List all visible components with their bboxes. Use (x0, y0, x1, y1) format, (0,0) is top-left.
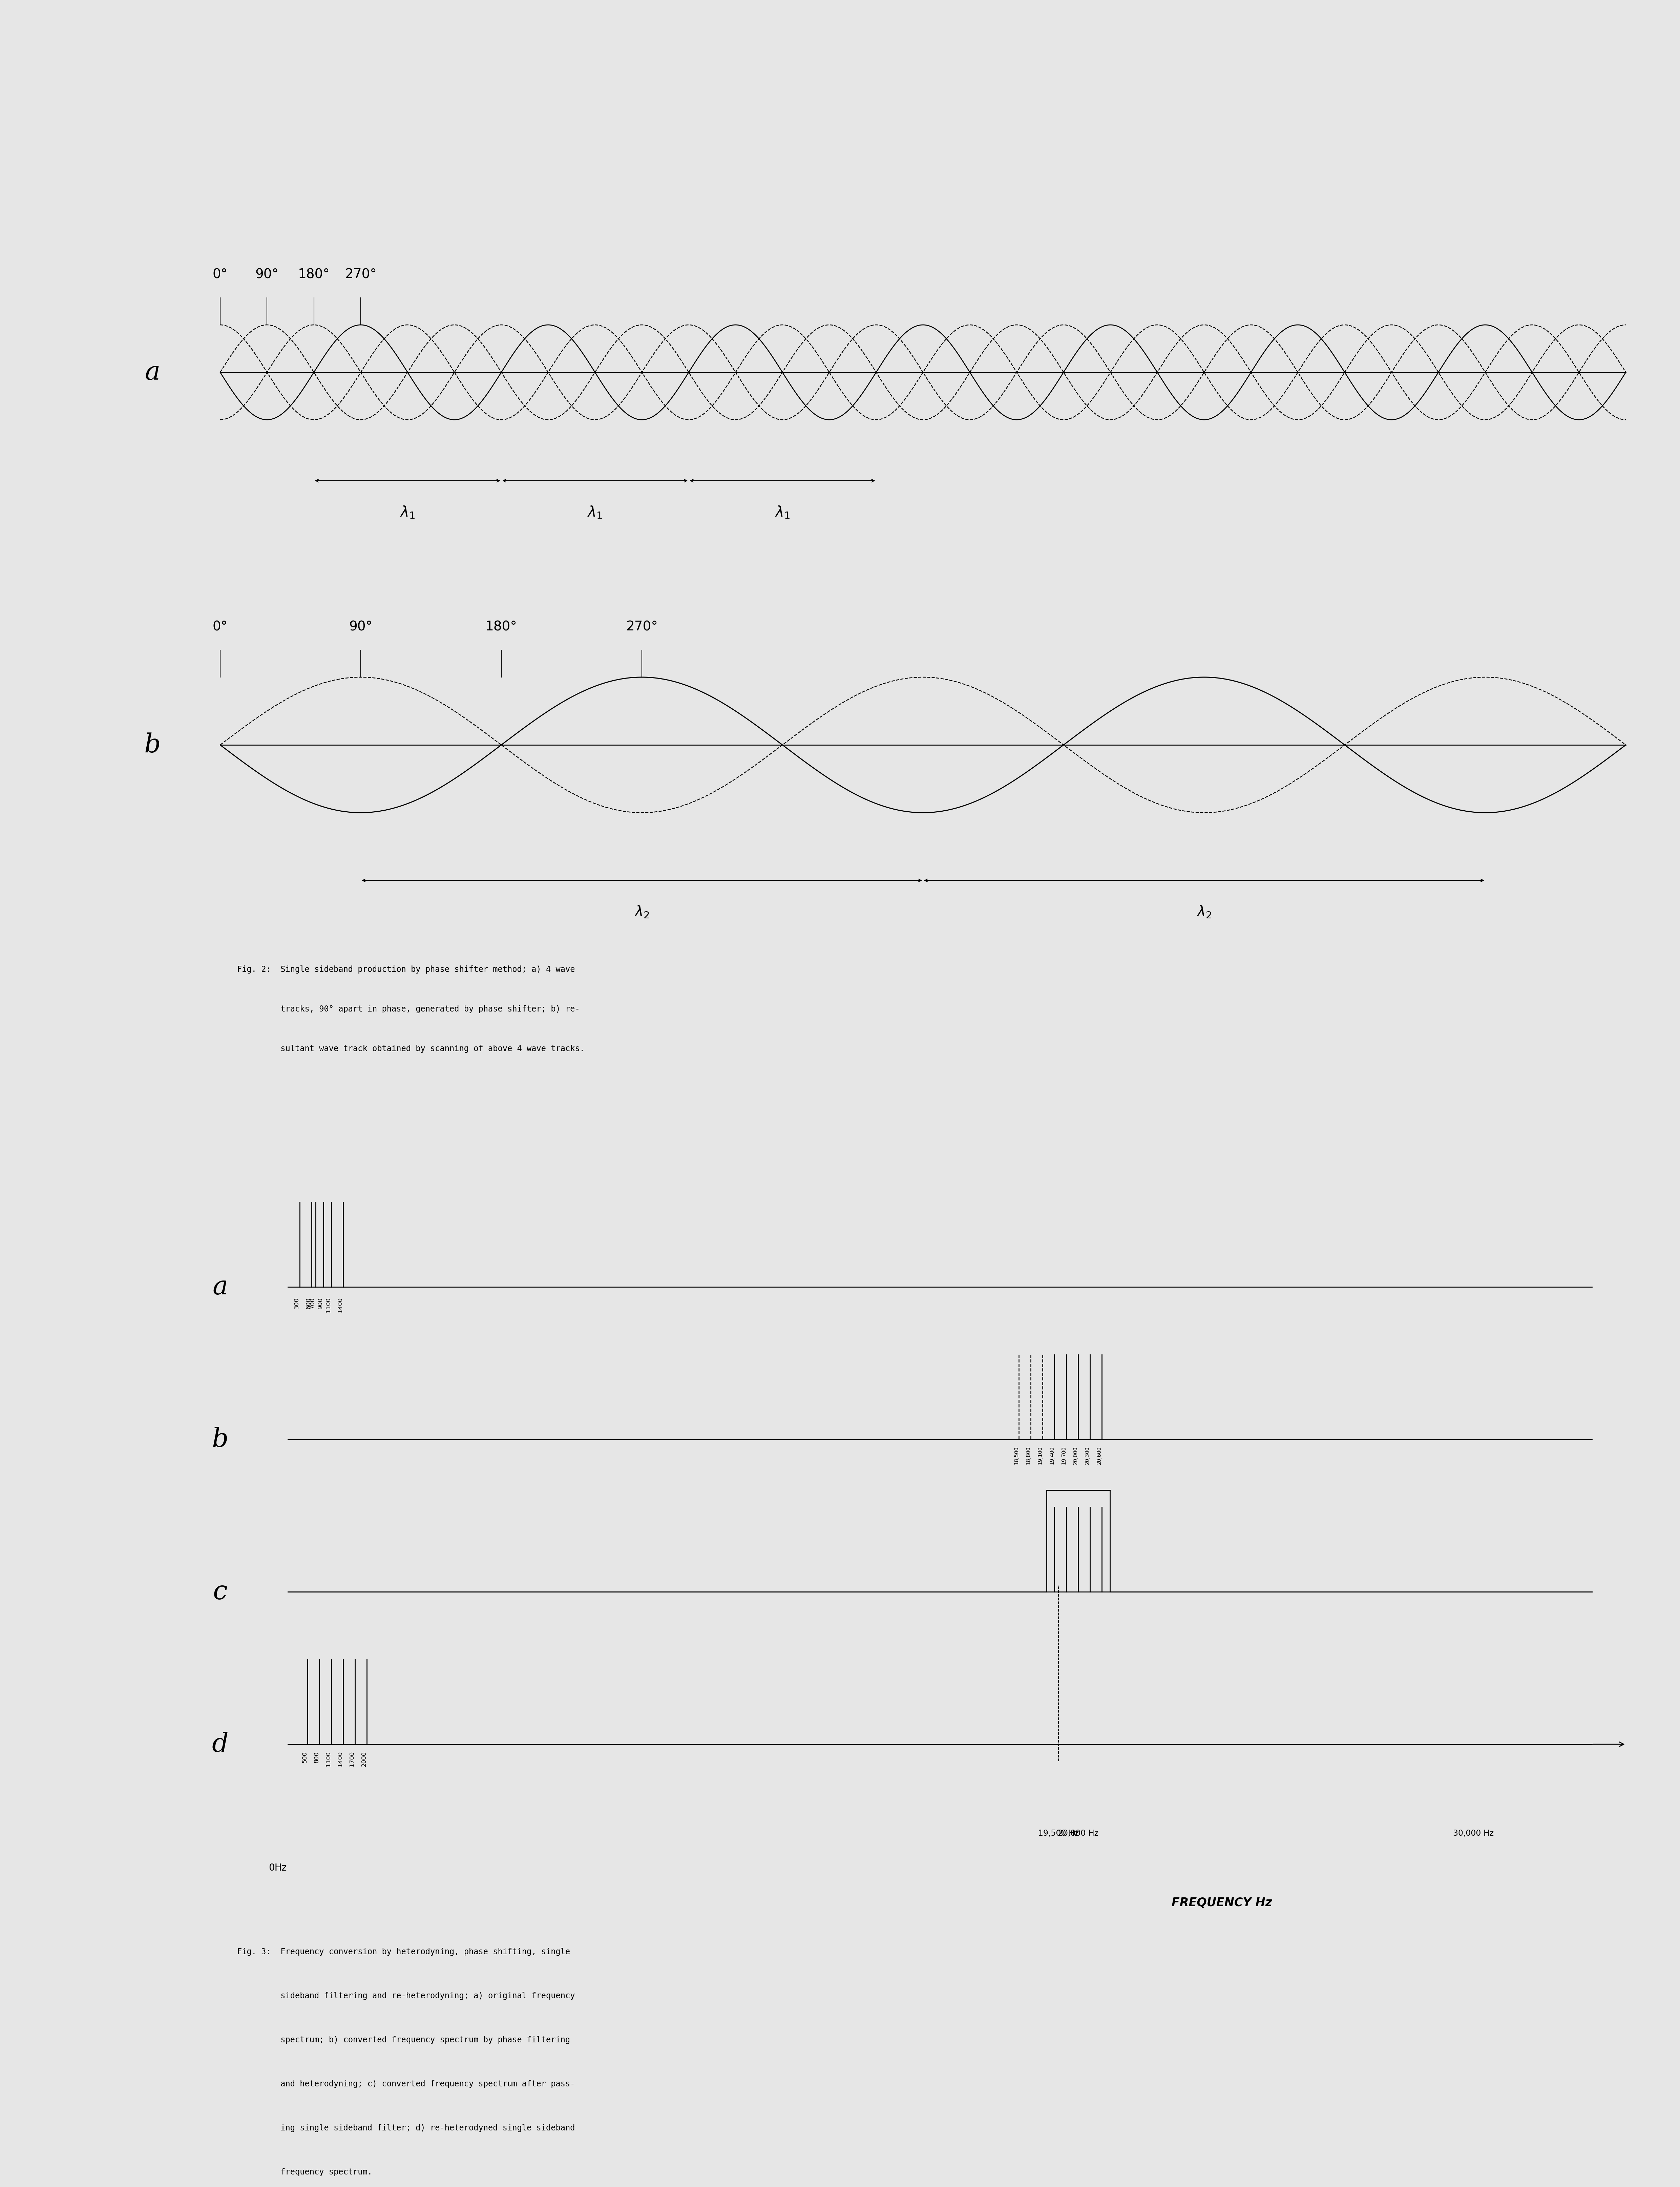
Text: a: a (212, 1275, 228, 1299)
Text: b: b (212, 1426, 228, 1452)
Text: 20,600: 20,600 (1097, 1446, 1102, 1465)
Text: 1400: 1400 (338, 1752, 343, 1767)
Text: 500: 500 (302, 1752, 307, 1763)
Text: 0Hz: 0Hz (269, 1863, 287, 1872)
Text: 700: 700 (309, 1297, 316, 1308)
Text: 900: 900 (318, 1297, 324, 1308)
Text: $\lambda_2$: $\lambda_2$ (1196, 905, 1211, 919)
Text: Fig. 2:  Single sideband production by phase shifter method; a) 4 wave: Fig. 2: Single sideband production by ph… (237, 964, 575, 973)
Text: 19,500 Hz: 19,500 Hz (1038, 1828, 1079, 1837)
Text: 90°: 90° (349, 621, 373, 634)
Text: 18,500: 18,500 (1013, 1446, 1020, 1465)
Text: spectrum; b) converted frequency spectrum by phase filtering: spectrum; b) converted frequency spectru… (237, 2036, 570, 2043)
Text: d: d (212, 1732, 228, 1756)
Text: 1700: 1700 (349, 1752, 354, 1767)
Text: $\lambda_1$: $\lambda_1$ (400, 505, 415, 521)
Text: 270°: 270° (627, 621, 659, 634)
Text: c: c (213, 1579, 227, 1605)
Text: 19,700: 19,700 (1062, 1446, 1067, 1465)
Text: 19,400: 19,400 (1050, 1446, 1055, 1465)
Text: 18,800: 18,800 (1026, 1446, 1032, 1465)
Text: 270°: 270° (344, 269, 376, 282)
Text: $\lambda_2$: $\lambda_2$ (635, 905, 650, 919)
Text: 300: 300 (294, 1297, 299, 1308)
Text: 20,000: 20,000 (1074, 1446, 1079, 1465)
Text: and heterodyning; c) converted frequency spectrum after pass-: and heterodyning; c) converted frequency… (237, 2080, 575, 2089)
Text: sultant wave track obtained by scanning of above 4 wave tracks.: sultant wave track obtained by scanning … (237, 1045, 585, 1052)
Text: b: b (144, 733, 161, 757)
Text: 0°: 0° (213, 621, 228, 634)
Text: 19,100: 19,100 (1038, 1446, 1043, 1465)
Text: 600: 600 (306, 1297, 311, 1308)
Text: $\lambda_1$: $\lambda_1$ (588, 505, 603, 521)
Text: 2000: 2000 (361, 1752, 366, 1767)
Text: ing single sideband filter; d) re-heterodyned single sideband: ing single sideband filter; d) re-hetero… (237, 2124, 575, 2132)
Text: Fig. 3:  Frequency conversion by heterodyning, phase shifting, single: Fig. 3: Frequency conversion by heterody… (237, 1949, 570, 1955)
Text: frequency spectrum.: frequency spectrum. (237, 2167, 373, 2176)
Text: 30,000 Hz: 30,000 Hz (1453, 1828, 1494, 1837)
Text: 90°: 90° (255, 269, 279, 282)
Text: FREQUENCY Hz: FREQUENCY Hz (1171, 1896, 1272, 1909)
Text: tracks, 90° apart in phase, generated by phase shifter; b) re-: tracks, 90° apart in phase, generated by… (237, 1006, 580, 1013)
Text: 1400: 1400 (338, 1297, 343, 1312)
Text: 20,000 Hz: 20,000 Hz (1058, 1828, 1099, 1837)
Text: 1100: 1100 (326, 1752, 331, 1767)
Text: $\lambda_1$: $\lambda_1$ (774, 505, 790, 521)
Text: 180°: 180° (297, 269, 329, 282)
Text: 800: 800 (314, 1752, 319, 1763)
Text: 1100: 1100 (326, 1297, 331, 1312)
Text: 180°: 180° (486, 621, 517, 634)
Text: sideband filtering and re-heterodyning; a) original frequency: sideband filtering and re-heterodyning; … (237, 1992, 575, 1999)
Text: 0°: 0° (213, 269, 228, 282)
Text: a: a (144, 361, 160, 385)
Text: 20,300: 20,300 (1085, 1446, 1090, 1465)
